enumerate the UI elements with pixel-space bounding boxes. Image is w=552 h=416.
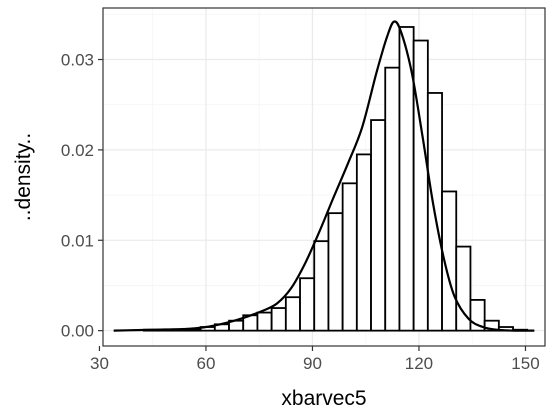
histogram-bar (384, 66, 401, 332)
histogram-bar (483, 319, 500, 332)
histogram-bar (455, 245, 472, 332)
y-tick-label: 0.00 (61, 322, 94, 341)
x-axis-title: xbarvec5 (281, 387, 366, 410)
histogram-bar (313, 240, 330, 332)
y-tick-label: 0.02 (61, 141, 94, 160)
y-tick-label: 0.01 (61, 231, 94, 250)
density-curve-layer (113, 20, 535, 332)
histogram-bar (299, 277, 316, 332)
histogram-bars (142, 26, 529, 332)
histogram-bar (370, 119, 387, 332)
x-tick-label: 60 (196, 354, 215, 373)
y-tick-label: 0.03 (61, 51, 94, 70)
histogram-bar (270, 307, 287, 332)
y-axis-title: ..density.. (12, 133, 35, 221)
histogram-bar (284, 296, 301, 332)
histogram-bar (256, 311, 273, 332)
panel-border (102, 7, 546, 347)
histogram-bar (355, 153, 372, 332)
x-tick-label: 30 (90, 354, 109, 373)
histogram-bar (412, 39, 429, 332)
x-axis: 30 60 90 120 150 (90, 346, 540, 373)
histogram-bar (327, 212, 344, 332)
x-tick-label: 120 (405, 354, 433, 373)
histogram-bar (341, 182, 358, 332)
x-tick-label: 90 (303, 354, 322, 373)
density-curve (113, 20, 535, 332)
y-axis: 0.00 0.01 0.02 0.03 (61, 51, 103, 341)
x-tick-label: 150 (511, 354, 539, 373)
